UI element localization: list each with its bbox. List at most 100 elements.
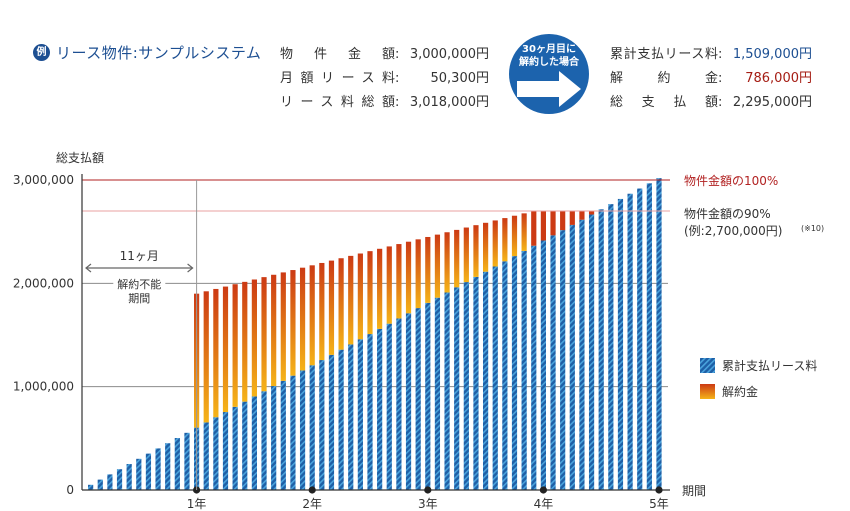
bar-lease [531,245,537,490]
bar-lease [222,412,229,490]
spec-row-monthly-fee: 月額リース料: 50,300円 [280,67,489,86]
result-value-paid: 1,509,000円 [732,47,812,62]
bar-cancel [348,255,354,345]
bar-cancel [396,244,402,319]
bar-lease [483,271,489,490]
x-tick-marker [424,486,432,494]
spec-colon: : [395,47,401,62]
bar-cancel [309,265,315,366]
bar-lease [656,178,662,490]
bar-lease [290,375,296,490]
ref-label-90-example: (例:2,700,000円) [684,224,782,238]
bar-lease [454,287,460,490]
arrow-right-icon [517,71,581,107]
result-row-paid-lease: 累計支払リース料: 1,509,000円 [610,43,812,62]
ref-label-100: 物件金額の100% [684,173,778,188]
bar-lease [251,396,257,490]
legend-swatch-cancel [700,384,715,399]
result-label: 総支払額 [610,95,718,110]
bar-lease [232,406,238,490]
spec-value: 3,000,000円 [409,47,489,62]
bar-cancel [492,220,498,267]
x-tick-marker [655,486,663,494]
bar-lease [569,224,575,490]
bar-lease [88,484,94,490]
lease-payment-chart: 総支払額 0 1,000,000 2,000,000 3,000,000 物件金額の1… [13,151,824,511]
period-label-line2: 期間 [128,292,150,305]
bar-cancel [213,288,219,418]
result-row-cancel-fee: 解約金: 786,000円 [610,67,812,86]
reference-lines: 物件金額の100% 物件金額の90% (例:2,700,000円) (※10) [82,173,824,238]
bar-cancel [290,270,296,376]
bar-lease [155,448,161,490]
bar-cancel [483,222,489,272]
bar-lease [184,432,190,490]
bar-lease [136,458,142,490]
bar-cancel [377,248,383,329]
bar-lease [145,453,152,490]
y-tick-label: 3,000,000 [13,173,74,187]
bar-lease [560,230,566,490]
bar-lease [588,214,595,490]
bar-lease [107,474,113,490]
x-tick-marker [308,486,316,494]
bar-lease [617,198,624,490]
bar-lease [271,386,277,490]
result-value-cancel: 786,000円 [745,71,812,86]
bar-lease [637,188,643,490]
y-tick-label: 2,000,000 [13,276,74,290]
result-label: 累計支払リース料 [610,47,718,62]
result-colon: : [718,95,723,110]
bar-lease [97,479,103,490]
bar-cancel [319,262,325,361]
bar-lease [328,354,335,490]
x-tick-label: 5年 [649,497,669,511]
y-axis-tick-labels: 0 1,000,000 2,000,000 3,000,000 [13,173,74,497]
y-tick-label: 0 [66,483,74,497]
x-tick-label: 4年 [534,497,554,511]
lease-summary-header: 例 リース物件:サンプルシステム 物件金額: 3,000,000円 月額リース料:… [0,0,850,130]
spec-label: リース料総額 [280,95,395,110]
result-row-total-paid: 総支払額: 2,295,000円 [610,91,812,110]
bar-cancel [454,229,460,288]
bar-lease [386,323,392,490]
legend-label-cancel: 解約金 [722,384,758,399]
bar-lease [203,422,209,490]
scenario-text: 30ヶ月目に 解約した場合 [509,43,589,69]
bar-lease [116,469,123,490]
scenario-line-1: 30ヶ月目に [522,44,576,55]
spec-value: 3,018,000円 [409,95,489,110]
spec-label: 物件金額 [280,47,395,62]
bar-cancel [463,227,469,283]
legend-label-lease: 累計支払リース料 [722,358,817,373]
bar-lease [319,360,325,490]
bar-cancel [367,251,373,335]
bar-lease [280,380,286,490]
x-tick-label: 2年 [302,497,322,511]
bar-cancel [579,211,585,220]
bar-cancel [521,213,527,251]
result-colon: : [718,71,723,86]
bar-cancel [280,272,286,381]
bar-cancel [425,236,431,303]
bar-lease [213,417,219,490]
bar-cancel [328,260,335,355]
bar-cancel [569,211,575,225]
bar-lease [261,391,267,490]
cancel-scenario-badge: 30ヶ月目に 解約した場合 [509,34,589,114]
bar-lease [646,183,652,491]
bar-lease [309,365,315,490]
bar-lease [492,266,498,490]
bar-lease [425,302,431,490]
bar-cancel [299,267,306,371]
bar-cancel [203,291,209,423]
bar-cancel [434,234,441,298]
bar-cancel [242,281,248,402]
x-axis-title: 期間 [682,484,706,498]
bar-cancel [444,232,450,293]
bar-cancel [232,284,238,407]
scenario-line-2: 解約した場合 [519,57,579,68]
bar-cancel [540,211,546,241]
result-colon: : [718,47,723,62]
